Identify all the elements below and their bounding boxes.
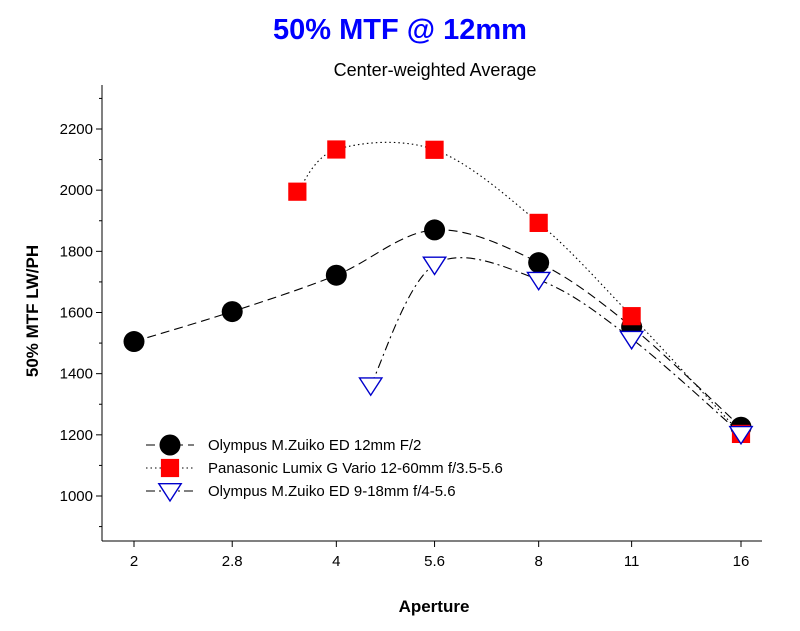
data-point xyxy=(358,377,384,397)
y-tick-label: 1000 xyxy=(60,488,93,505)
legend-marker xyxy=(159,434,181,456)
y-tick-label: 1400 xyxy=(60,366,93,383)
legend-marker xyxy=(160,458,180,478)
legend: Olympus M.Zuiko ED 12mm F/2 Panasonic Lum… xyxy=(146,434,503,503)
data-point xyxy=(422,256,448,276)
data-point xyxy=(327,140,346,159)
data-point xyxy=(622,307,641,326)
data-point xyxy=(619,330,645,351)
data-point xyxy=(424,219,446,241)
legend-label: Olympus M.Zuiko ED 12mm F/2 xyxy=(208,437,421,454)
x-tick-label: 2 xyxy=(130,553,138,570)
data-point xyxy=(288,182,307,201)
x-tick-label: 8 xyxy=(534,553,542,570)
data-point xyxy=(221,301,243,323)
y-tick-label: 1200 xyxy=(60,427,93,444)
x-tick-label: 4 xyxy=(332,553,340,570)
y-tick-label: 2200 xyxy=(60,121,93,138)
y-tick-label: 2000 xyxy=(60,182,93,199)
series-layer xyxy=(123,140,754,446)
y-axis-title: 50% MTF LW/PH xyxy=(23,245,42,377)
data-point xyxy=(529,213,548,232)
series-line xyxy=(296,141,742,435)
chart-title: 50% MTF @ 12mm xyxy=(273,14,527,46)
data-point xyxy=(528,252,550,274)
series-2 xyxy=(288,140,751,444)
legend-marker xyxy=(157,482,183,503)
x-tick-label: 16 xyxy=(733,553,750,570)
series-1 xyxy=(123,219,752,438)
legend-label: Panasonic Lumix G Vario 12-60mm f/3.5-5.… xyxy=(208,460,503,477)
data-point xyxy=(123,331,145,353)
y-tick-label: 1600 xyxy=(60,305,93,322)
x-tick-label: 2.8 xyxy=(222,553,243,570)
chart-subtitle: Center-weighted Average xyxy=(333,60,537,80)
x-axis-title: Aperture xyxy=(399,597,470,616)
legend-label: Olympus M.Zuiko ED 9-18mm f/4-5.6 xyxy=(208,483,456,500)
data-point xyxy=(526,271,552,292)
series-3 xyxy=(358,256,754,446)
data-point xyxy=(728,425,754,446)
data-point xyxy=(425,140,444,159)
x-tick-label: 11 xyxy=(624,553,640,570)
x-tick-label: 5.6 xyxy=(424,553,445,570)
y-tick-label: 1800 xyxy=(60,243,93,260)
axes: 1000 1200 1400 1600 1800 2000 2200 2 2.8 4 5.6 8 11 1… xyxy=(60,85,762,570)
data-point xyxy=(325,264,347,286)
series-line xyxy=(370,257,742,435)
